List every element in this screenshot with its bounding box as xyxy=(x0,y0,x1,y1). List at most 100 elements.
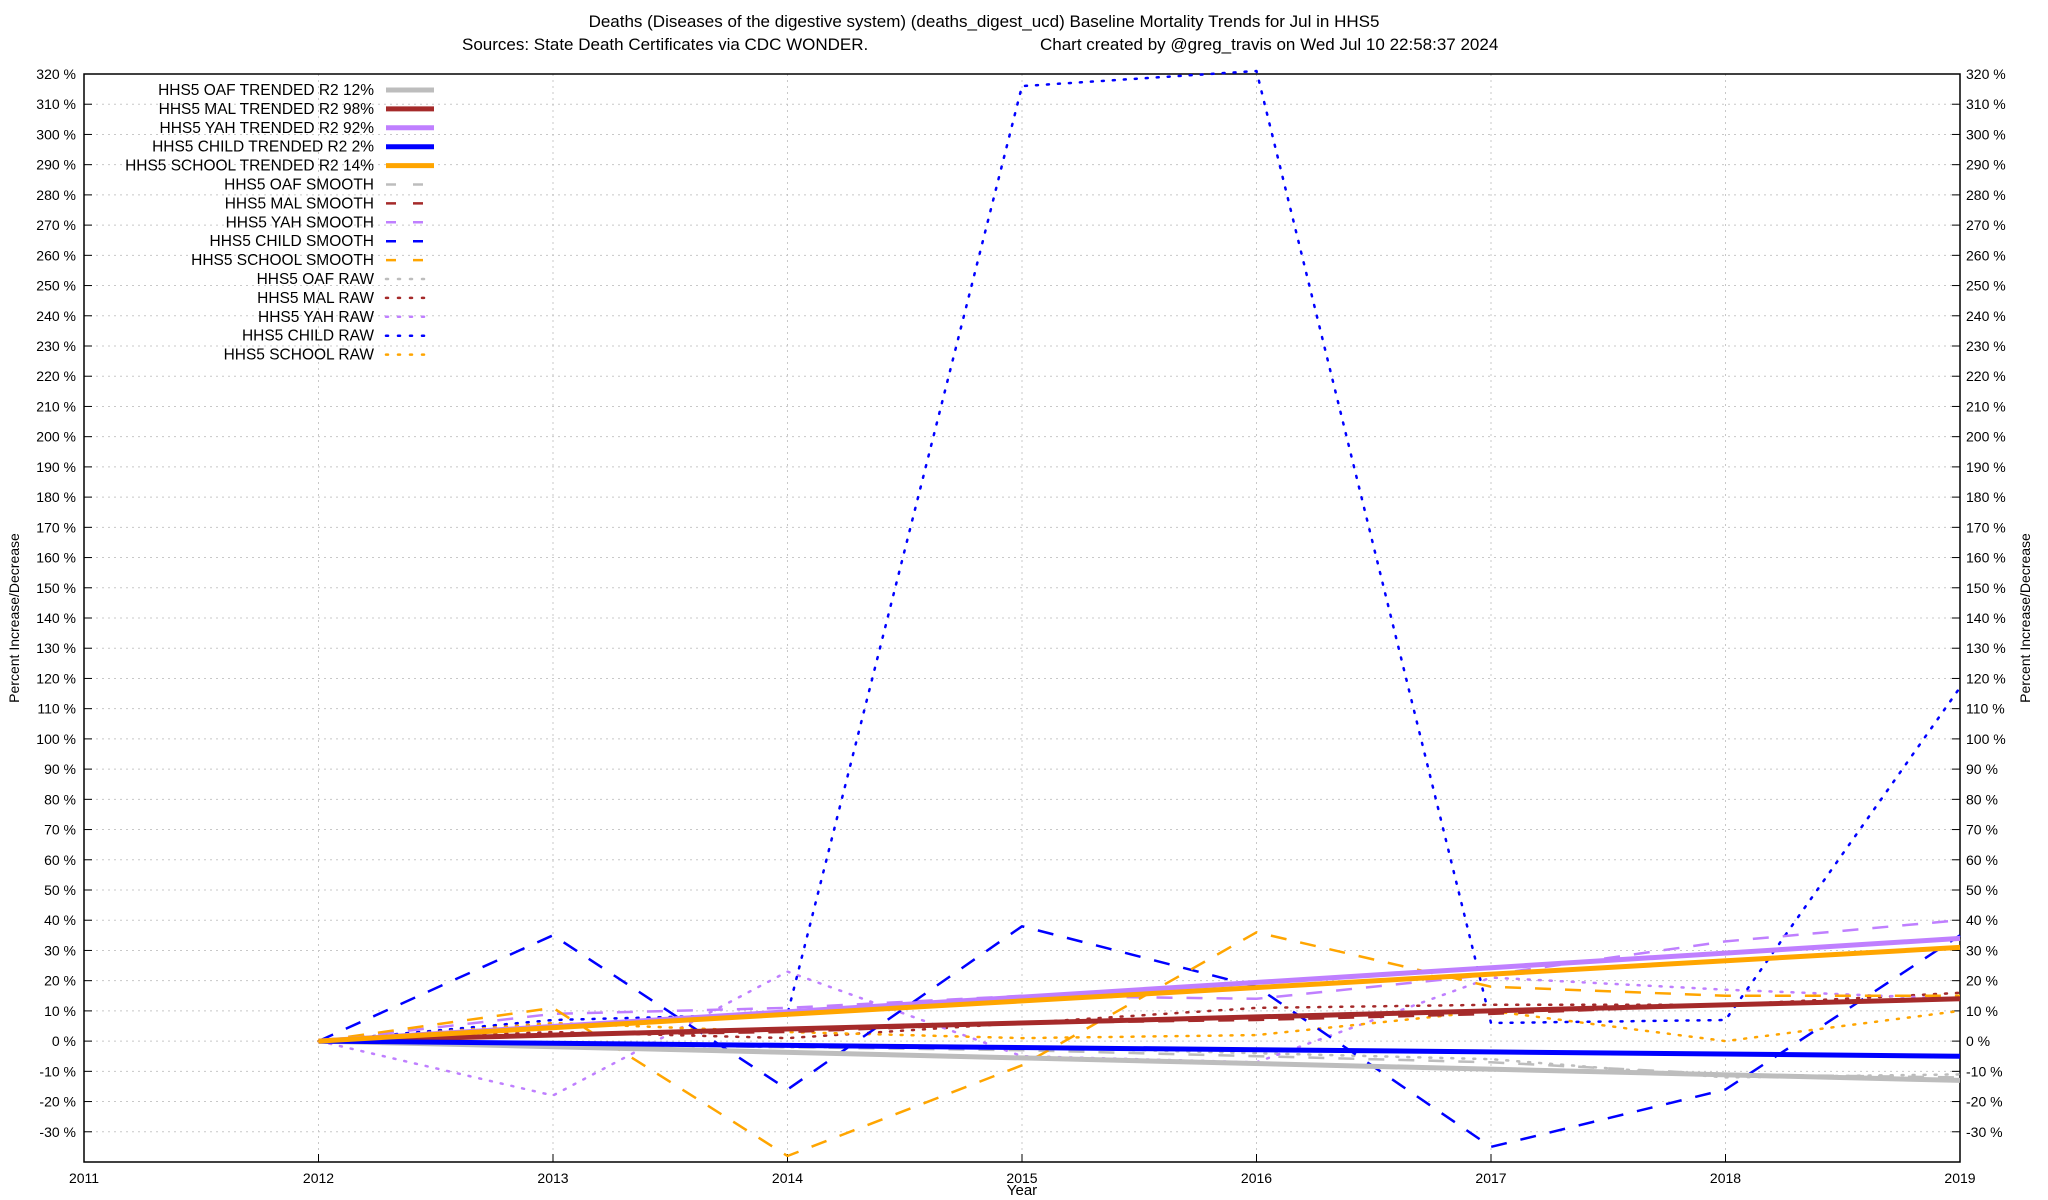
y-tick-label-right: 130 % xyxy=(1966,640,2006,656)
x-tick-label: 2015 xyxy=(1006,1170,1037,1186)
y-tick-label-right: 110 % xyxy=(1966,701,2005,717)
y-tick-label-right: 70 % xyxy=(1966,822,1998,838)
y-tick-label-right: 100 % xyxy=(1966,731,2006,747)
series-line-hhs5-yah-smooth xyxy=(318,918,1961,1043)
y-tick-label-right: 150 % xyxy=(1966,580,2006,596)
y-tick-label-left: 50 % xyxy=(44,882,76,898)
y-tick-label-right: 30 % xyxy=(1966,942,1998,958)
y-tick-label-left: 150 % xyxy=(36,580,76,596)
y-axis-label-right: Percent Increase/Decrease xyxy=(2017,533,2033,703)
y-tick-label-left: 110 % xyxy=(37,701,76,717)
y-tick-label-left: 40 % xyxy=(44,912,76,928)
y-tick-label-right: 0 % xyxy=(1966,1033,1990,1049)
series-line-hhs5-mal-trended-r2-98 xyxy=(318,996,1961,1044)
y-tick-label-left: 120 % xyxy=(36,670,76,686)
x-axis-ticks: 2011 2012 2013 2014 2015 2016 2017 2018 2019 xyxy=(69,1154,1976,1186)
y-tick-label-left: 210 % xyxy=(36,398,76,414)
y-tick-label-left: 280 % xyxy=(36,187,76,203)
y-tick-label-right: -30 % xyxy=(1966,1124,2003,1140)
x-tick-label: 2013 xyxy=(537,1170,568,1186)
y-tick-label-right: 160 % xyxy=(1966,550,2006,566)
y-tick-label-right: 310 % xyxy=(1966,96,2006,112)
legend-label: HHS5 MAL RAW xyxy=(257,290,374,307)
chart-title: Deaths (Diseases of the digestive system… xyxy=(589,12,1380,31)
x-tick-label: 2017 xyxy=(1475,1170,1506,1186)
legend-label: HHS5 OAF TRENDED R2 12% xyxy=(158,82,374,99)
legend-label: HHS5 MAL SMOOTH xyxy=(225,195,374,212)
y-tick-label-left: 240 % xyxy=(36,308,76,324)
legend-label: HHS5 OAF SMOOTH xyxy=(224,177,374,194)
y-tick-label-left: -30 % xyxy=(39,1124,76,1140)
y-tick-label-left: 20 % xyxy=(44,973,76,989)
x-tick-label: 2016 xyxy=(1241,1170,1272,1186)
y-tick-label-right: 170 % xyxy=(1966,519,2006,535)
y-tick-label-left: 310 % xyxy=(36,96,76,112)
y-tick-label-left: 30 % xyxy=(44,942,76,958)
y-tick-label-left: 160 % xyxy=(36,550,76,566)
y-tick-label-left: 190 % xyxy=(36,459,76,475)
y-tick-label-right: -10 % xyxy=(1966,1063,2003,1079)
y-axis-ticks: -30 % -30 % -20 % -20 % -10 % -10 % 0 % 0 % 10 %… xyxy=(36,66,2005,1140)
y-tick-label-left: 250 % xyxy=(36,278,76,294)
y-tick-label-right: 300 % xyxy=(1966,126,2006,142)
y-tick-label-left: 220 % xyxy=(36,368,76,384)
legend-label: HHS5 SCHOOL RAW xyxy=(224,347,375,364)
y-tick-label-left: 100 % xyxy=(36,731,76,747)
y-tick-label-right: 50 % xyxy=(1966,882,1998,898)
y-tick-label-right: 270 % xyxy=(1966,217,2006,233)
y-tick-label-left: 10 % xyxy=(44,1003,76,1019)
y-tick-label-left: 80 % xyxy=(44,791,76,807)
y-tick-label-left: 0 % xyxy=(52,1033,76,1049)
y-tick-label-left: 260 % xyxy=(36,247,76,263)
y-tick-label-left: 140 % xyxy=(36,610,76,626)
legend-label: HHS5 OAF RAW xyxy=(257,271,375,288)
y-tick-label-right: -20 % xyxy=(1966,1094,2003,1110)
legend: HHS5 OAF TRENDED R2 12% HHS5 MAL TRENDED … xyxy=(125,82,436,364)
series-line-hhs5-child-raw xyxy=(317,69,1962,1043)
y-tick-label-right: 80 % xyxy=(1966,791,1998,807)
y-tick-label-right: 240 % xyxy=(1966,308,2006,324)
y-tick-label-right: 140 % xyxy=(1966,610,2006,626)
legend-label: HHS5 CHILD SMOOTH xyxy=(210,233,375,250)
y-tick-label-left: 90 % xyxy=(44,761,76,777)
chart-subtitle-sources: Sources: State Death Certificates via CD… xyxy=(462,35,868,54)
y-tick-label-right: 90 % xyxy=(1966,761,1998,777)
y-tick-label-left: 230 % xyxy=(36,338,76,354)
legend-label: HHS5 MAL TRENDED R2 98% xyxy=(159,101,375,118)
y-tick-label-right: 250 % xyxy=(1966,278,2006,294)
legend-label: HHS5 SCHOOL SMOOTH xyxy=(191,252,374,269)
x-tick-label: 2018 xyxy=(1710,1170,1741,1186)
y-tick-label-right: 120 % xyxy=(1966,670,2006,686)
x-tick-label: 2011 xyxy=(69,1170,99,1186)
y-tick-label-right: 20 % xyxy=(1966,973,1998,989)
chart-subtitle-credit: Chart created by @greg_travis on Wed Jul… xyxy=(1040,35,1498,54)
y-tick-label-right: 190 % xyxy=(1966,459,2006,475)
legend-label: HHS5 CHILD TRENDED R2 2% xyxy=(152,139,374,156)
y-tick-label-left: 130 % xyxy=(36,640,76,656)
x-tick-label: 2019 xyxy=(1944,1170,1975,1186)
series-line-hhs5-oaf-trended-r2-12 xyxy=(318,1038,1961,1083)
y-tick-label-right: 230 % xyxy=(1966,338,2006,354)
y-tick-label-left: 300 % xyxy=(36,126,76,142)
y-tick-label-left: 180 % xyxy=(36,489,76,505)
y-tick-label-right: 260 % xyxy=(1966,247,2006,263)
y-tick-label-right: 290 % xyxy=(1966,157,2006,173)
y-tick-label-left: 320 % xyxy=(36,66,76,82)
legend-label: HHS5 YAH RAW xyxy=(258,309,374,326)
y-tick-label-right: 180 % xyxy=(1966,489,2006,505)
series-line-hhs5-child-trended-r2-2 xyxy=(318,1038,1961,1059)
y-tick-label-left: 290 % xyxy=(36,157,76,173)
legend-label: HHS5 YAH TRENDED R2 92% xyxy=(160,120,375,137)
legend-label: HHS5 YAH SMOOTH xyxy=(226,214,374,231)
y-tick-label-right: 280 % xyxy=(1966,187,2006,203)
x-axis-label: Year xyxy=(1007,1182,1037,1199)
y-tick-label-left: 70 % xyxy=(44,822,76,838)
series-line-hhs5-yah-raw xyxy=(317,970,1962,1097)
y-tick-label-right: 220 % xyxy=(1966,368,2006,384)
series-line-hhs5-child-smooth xyxy=(317,925,1961,1149)
y-tick-label-left: 170 % xyxy=(36,519,76,535)
y-tick-label-right: 60 % xyxy=(1966,852,1998,868)
series-line-hhs5-school-trended-r2-14 xyxy=(318,944,1961,1044)
legend-label: HHS5 SCHOOL TRENDED R2 14% xyxy=(125,158,374,175)
